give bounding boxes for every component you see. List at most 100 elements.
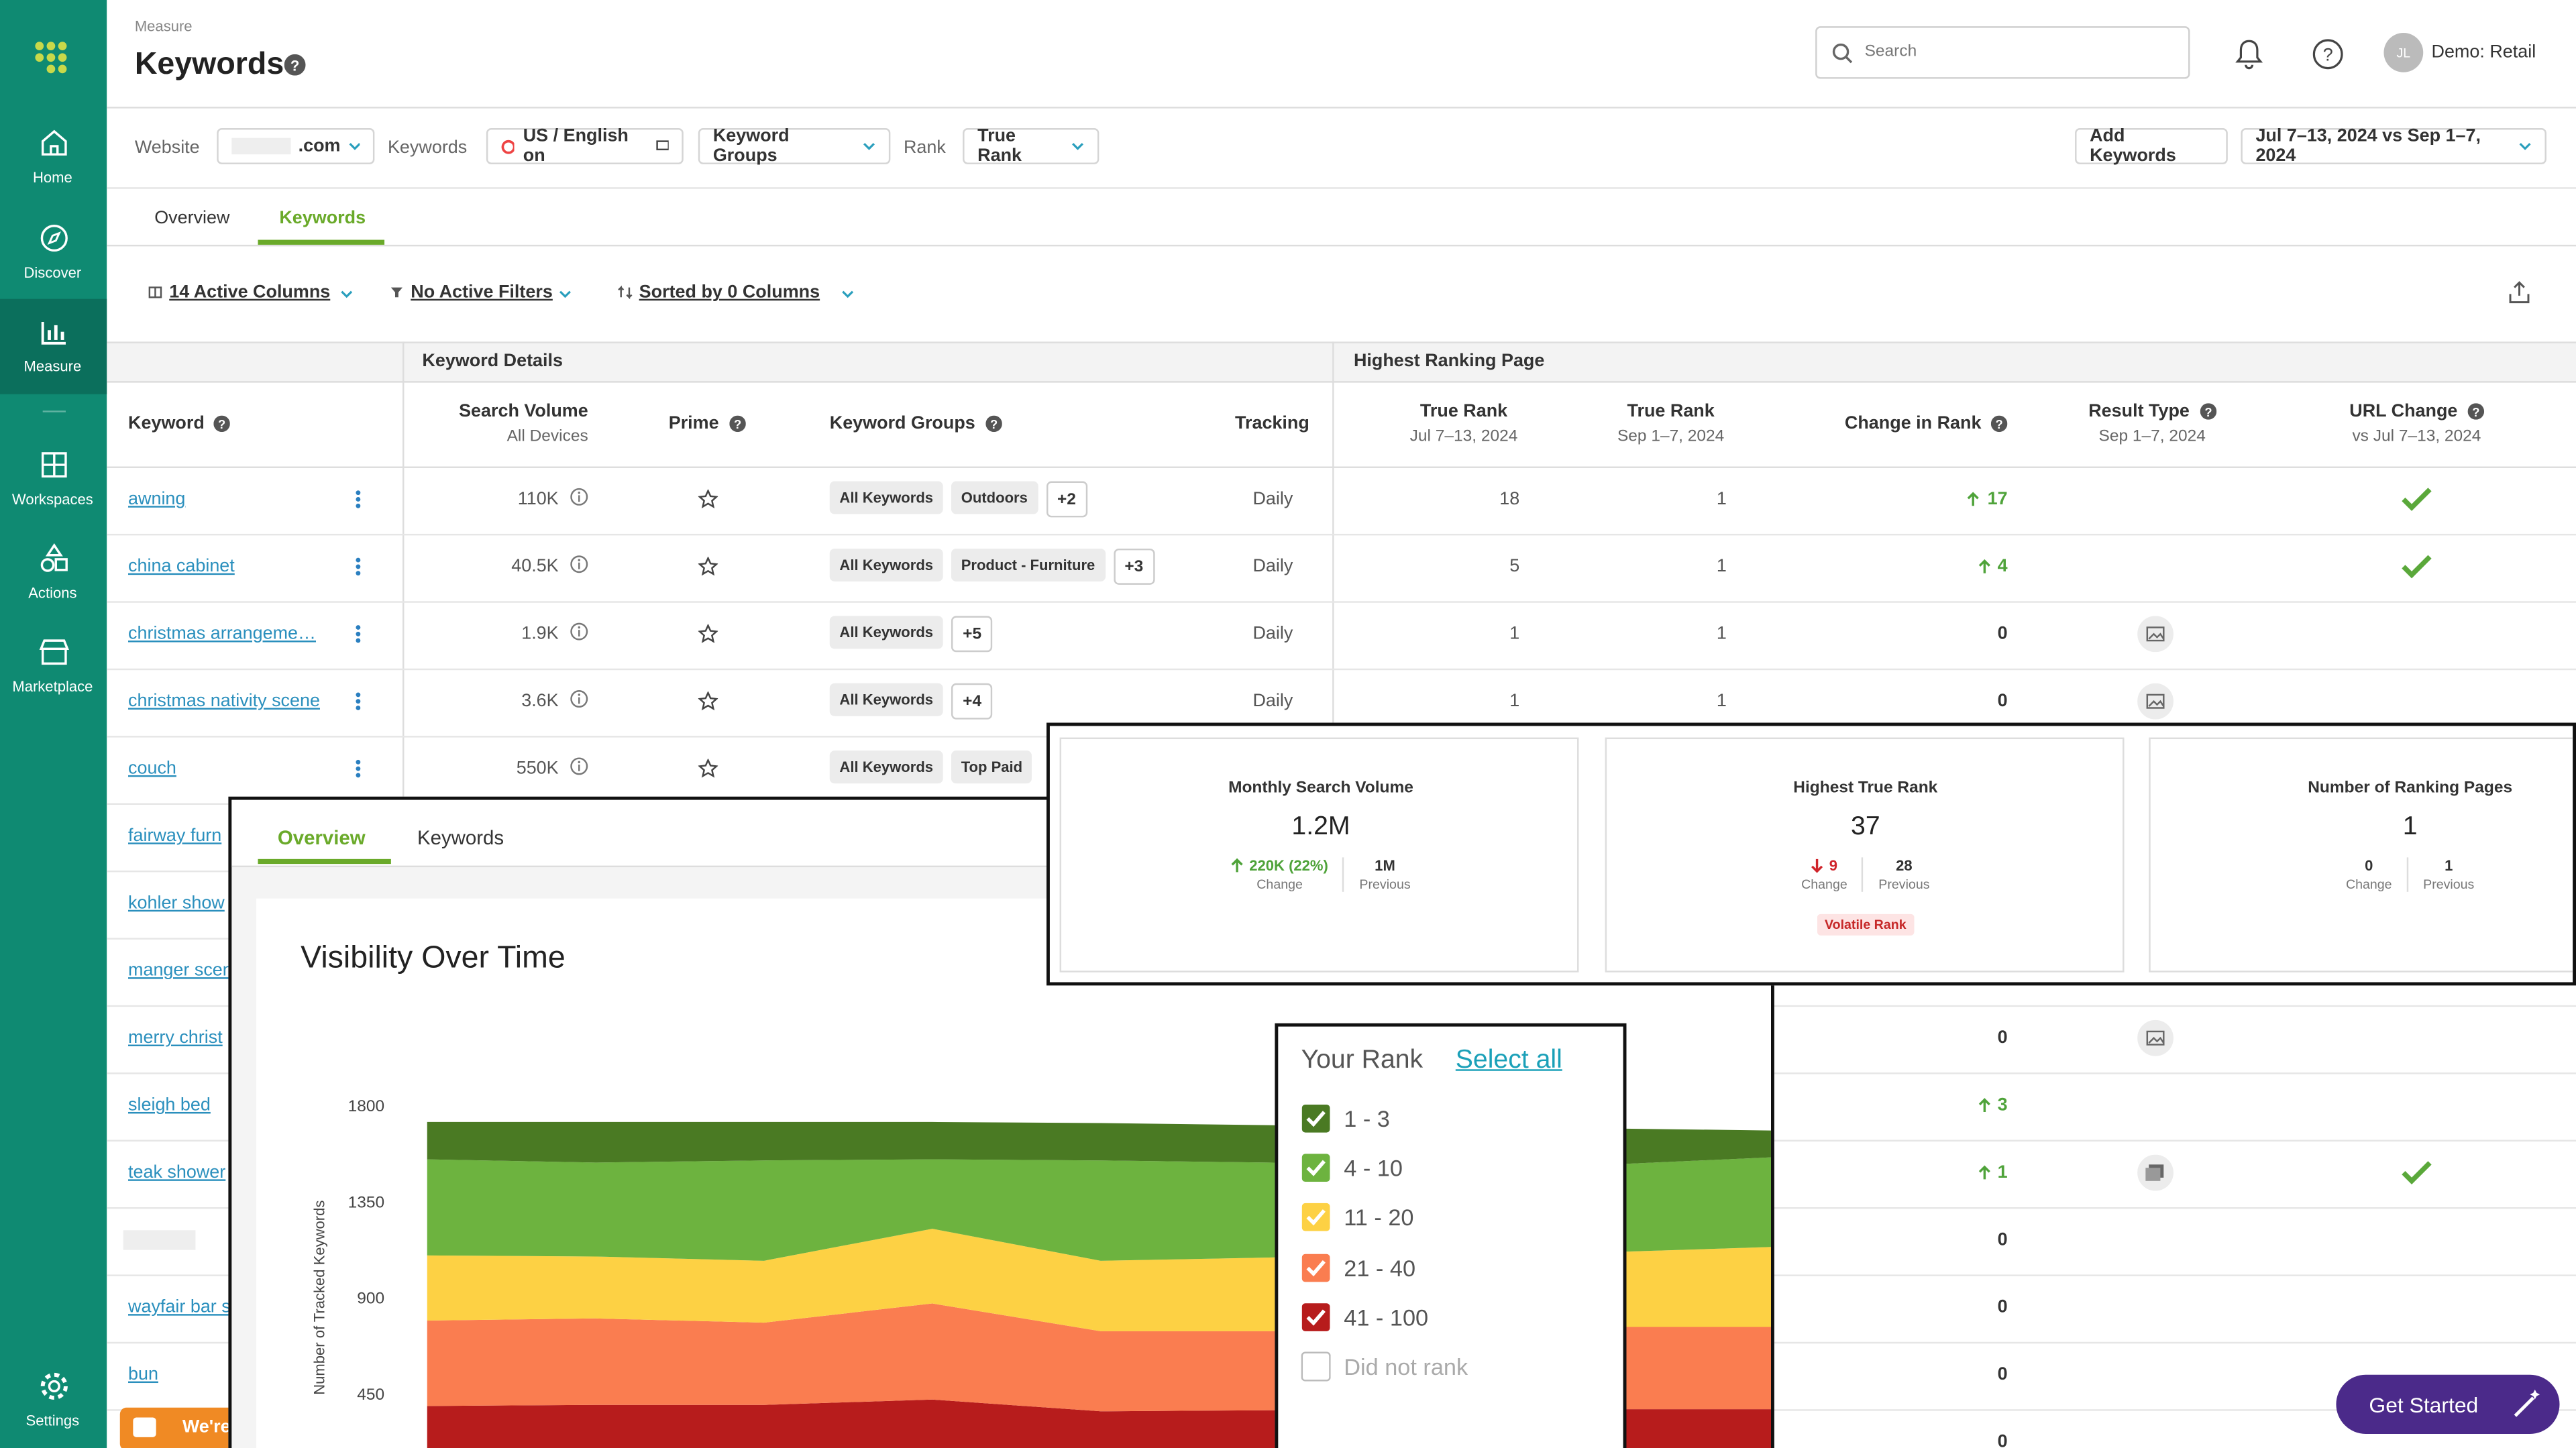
keyword-link[interactable]: china cabinet [128,557,235,577]
prime-star[interactable] [698,557,718,576]
keyword-link[interactable]: christmas arrangeme… [128,624,317,645]
nav-icon[interactable] [38,222,70,255]
prime-star[interactable] [698,759,718,778]
legend-label[interactable]: 41 - 100 [1344,1303,1429,1331]
nav-label[interactable]: Home [32,169,72,186]
label: Keywords [387,137,468,158]
keyword-groups-dropdown[interactable]: Keyword Groups [698,127,891,166]
tab[interactable]: Keywords [279,209,366,229]
legend-checkbox[interactable] [1301,1104,1331,1133]
legend-label[interactable]: Did not rank [1344,1353,1468,1380]
metric-title: Highest True Rank [1793,779,1938,797]
metric-change-row: 9 Change 28 Previous [1606,857,2125,892]
avatar[interactable]: JL [2383,32,2424,72]
row-menu[interactable] [355,691,362,711]
device-icon [655,140,669,150]
prime-star[interactable] [698,624,718,644]
group-chip[interactable]: All Keywords [829,750,943,784]
more-chip[interactable]: +4 [951,683,994,720]
group-chip[interactable]: All Keywords [829,616,943,649]
nav-icon[interactable] [38,1370,70,1402]
keyword-link[interactable]: awning [128,489,186,510]
help-icon[interactable]: ? [2199,403,2216,420]
nav-icon[interactable] [38,127,70,160]
legend-checkbox[interactable] [1301,1253,1331,1282]
help-icon[interactable]: ? [214,415,231,433]
bell-icon[interactable] [2235,38,2264,70]
legend-label[interactable]: 1 - 3 [1344,1105,1390,1132]
legend-checkbox[interactable] [1301,1154,1331,1183]
nav-icon[interactable] [38,449,70,482]
tab-active[interactable]: Overview [277,826,366,850]
date-range-dropdown[interactable]: Jul 7–13, 2024 vs Sep 1–7, 2024 [2241,127,2546,166]
group-chip[interactable]: Outdoors [951,481,1038,514]
metric-card: Highest True Rank 37 9 Change 28 Previous Vola… [1604,737,2125,972]
nav-icon[interactable] [38,542,70,575]
legend-checkbox[interactable] [1301,1351,1331,1382]
legend-label[interactable]: 21 - 40 [1344,1254,1416,1281]
help-icon[interactable]: ? [2467,403,2484,420]
help-icon[interactable]: ? [729,415,745,433]
nav-label[interactable]: Workspaces [11,491,93,508]
user-name[interactable]: Demo: Retail [2431,42,2536,63]
keyword-link[interactable]: teak shower [128,1162,226,1183]
legend-label[interactable]: 4 - 10 [1344,1155,1403,1182]
keyword-link[interactable]: wayfair bar s [128,1297,231,1318]
column-title-text: Keyword Groups [829,414,975,434]
label: Rank [903,137,946,158]
nav-label[interactable]: Marketplace [12,678,93,695]
rank-dropdown[interactable]: True Rank [963,127,1099,166]
row-menu[interactable] [355,624,362,644]
help-center-icon[interactable]: ? [2312,38,2345,70]
export-icon[interactable] [2509,281,2530,304]
locale-dropdown[interactable]: US / English on [486,127,684,166]
chat-button[interactable]: We're [119,1407,235,1448]
table-control[interactable]: Sorted by 0 Columns [639,282,820,302]
add-keywords-button[interactable]: Add Keywords [2075,127,2228,166]
keyword-link[interactable]: christmas nativity scene [128,691,320,712]
row-menu[interactable] [355,557,362,576]
tab[interactable]: Overview [154,209,230,229]
help-icon[interactable]: ? [1991,415,2008,433]
group-chip[interactable]: Top Paid [951,750,1032,784]
get-started-button[interactable]: Get Started [2336,1374,2560,1434]
more-chip[interactable]: +2 [1045,481,1088,518]
legend-checkbox[interactable] [1301,1203,1331,1233]
keyword-link[interactable]: fairway furn [128,826,222,846]
breadcrumb[interactable]: Measure [134,17,193,35]
nav-label[interactable]: Discover [23,264,82,281]
group-chip[interactable]: Product - Furniture [951,548,1105,581]
group-chip[interactable]: All Keywords [829,481,943,514]
search-box[interactable]: Search [1815,26,2190,79]
help-icon[interactable]: ? [985,415,1002,433]
nav-icon[interactable] [38,636,70,669]
row-menu[interactable] [355,490,362,509]
more-chip[interactable]: +5 [951,616,994,653]
select-all[interactable]: Select all [1455,1046,1562,1074]
keyword-link[interactable]: sleigh bed [128,1095,211,1115]
keyword-link[interactable]: bun [128,1365,158,1385]
more-chip[interactable]: +3 [1113,548,1155,585]
tab[interactable]: Keywords [417,826,504,850]
nav-label[interactable]: Settings [25,1412,80,1429]
column-title-text: Tracking [1235,414,1309,434]
website-dropdown[interactable]: .com [217,128,375,164]
prime-star[interactable] [698,489,718,509]
group-chip[interactable]: All Keywords [829,683,943,716]
table-control[interactable]: No Active Filters [411,282,553,302]
legend-label[interactable]: 11 - 20 [1344,1205,1414,1231]
nav-label[interactable]: Actions [28,584,77,602]
keyword-link[interactable]: merry christ [128,1028,223,1048]
keyword-link[interactable]: manger scen [128,960,233,981]
legend-checkbox[interactable] [1301,1302,1331,1332]
group-chip[interactable]: All Keywords [829,548,943,581]
prime-star[interactable] [698,691,718,711]
nav-icon[interactable] [38,315,70,348]
row-menu[interactable] [355,759,362,778]
column-title-text: True Rank [1419,401,1508,422]
keyword-link[interactable]: couch [128,759,176,779]
table-control[interactable]: 14 Active Columns [169,282,331,302]
help-icon[interactable]: ? [284,54,306,76]
nav-label[interactable]: Measure [23,357,82,375]
keyword-link[interactable]: kohler show [128,893,225,913]
